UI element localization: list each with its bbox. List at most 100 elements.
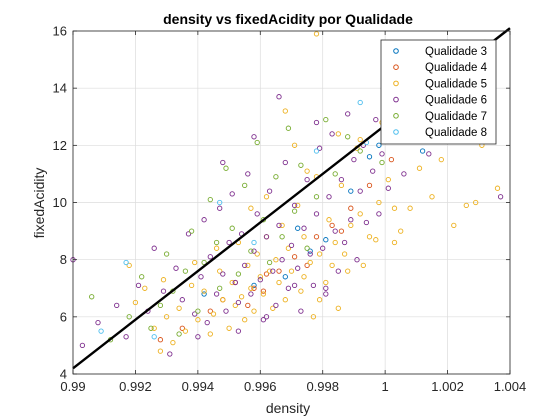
data-point: [363, 219, 370, 226]
data-point: [195, 334, 201, 340]
data-point: [235, 299, 242, 306]
data-point: [179, 297, 185, 303]
data-point: [388, 156, 395, 163]
legend-marker: [393, 129, 399, 135]
data-point: [207, 254, 213, 260]
data-point: [251, 285, 257, 291]
data-point: [279, 257, 285, 263]
data-point: [126, 314, 132, 320]
legend-item[interactable]: Qualidade 5: [393, 78, 487, 90]
data-point: [307, 251, 313, 257]
data-point: [207, 331, 213, 337]
data-point: [323, 237, 329, 243]
data-point: [270, 305, 276, 311]
data-point: [207, 196, 213, 203]
data-point: [323, 279, 329, 286]
data-point: [279, 222, 285, 229]
data-point: [320, 245, 326, 251]
x-axis-label: density: [266, 400, 310, 416]
chart-title: density vs fixedAcidity por Qualidade: [163, 11, 413, 27]
data-point: [251, 282, 257, 289]
data-point: [217, 268, 223, 274]
data-point: [226, 239, 232, 246]
data-point: [251, 134, 257, 140]
data-point: [323, 116, 329, 123]
legend-item[interactable]: Qualidade 8: [393, 127, 487, 139]
data-point: [223, 165, 229, 171]
legend-label: Qualidade 8: [425, 127, 487, 139]
data-point: [126, 262, 132, 269]
data-point: [341, 239, 348, 246]
data-point: [173, 265, 179, 271]
data-point: [329, 222, 335, 229]
y-tick-label: 10: [53, 195, 67, 210]
y-tick-label: 12: [53, 138, 67, 153]
data-point: [326, 194, 332, 200]
data-point: [357, 211, 363, 217]
data-point: [123, 334, 129, 340]
data-point: [373, 237, 379, 243]
data-point: [148, 325, 154, 331]
legend-label: Qualidade 6: [425, 95, 487, 107]
data-point: [366, 154, 373, 160]
y-tick-label: 16: [53, 24, 67, 39]
series-5: [89, 39, 488, 343]
data-point: [248, 291, 254, 297]
data-point: [142, 285, 148, 291]
data-point: [298, 162, 304, 168]
data-point: [192, 259, 198, 266]
data-point: [266, 268, 273, 274]
data-point: [220, 297, 226, 303]
data-point: [338, 228, 345, 234]
data-point: [176, 305, 182, 311]
data-point: [451, 222, 457, 229]
data-point: [213, 291, 220, 297]
data-point: [192, 311, 198, 317]
legend-item[interactable]: Qualidade 6: [393, 95, 487, 107]
data-point: [304, 262, 310, 269]
data-point: [332, 171, 338, 177]
data-point: [254, 211, 260, 217]
data-point: [98, 328, 104, 334]
data-point: [429, 194, 435, 200]
data-point: [298, 308, 304, 314]
data-point: [335, 305, 341, 311]
data-point: [357, 188, 363, 194]
data-point: [419, 148, 426, 154]
legend[interactable]: Qualidade 3 Qualidade 4 Qualidade 5 Qualida…: [380, 39, 497, 145]
data-point: [266, 259, 273, 266]
legend-item[interactable]: Qualidade 4: [393, 62, 488, 74]
data-point: [329, 262, 335, 269]
legend-marker: [393, 113, 399, 119]
data-point: [376, 199, 382, 206]
data-point: [307, 248, 313, 254]
data-point: [245, 262, 251, 269]
legend-marker: [393, 80, 399, 87]
y-axis-label: fixedAcidity: [31, 168, 47, 239]
series-4: [70, 94, 504, 357]
data-point: [301, 234, 307, 240]
data-point: [345, 111, 351, 117]
data-point: [426, 151, 432, 157]
data-point: [251, 308, 257, 314]
data-point: [310, 314, 317, 320]
data-point: [260, 317, 267, 323]
data-point: [232, 302, 238, 309]
legend-label: Qualidade 3: [425, 46, 487, 58]
x-tick-label: 0.994: [182, 379, 215, 394]
data-point: [213, 245, 220, 251]
data-point: [242, 182, 248, 189]
x-tick-label: 1.002: [431, 379, 464, 394]
data-point: [329, 131, 335, 137]
legend-item[interactable]: Qualidade 7: [393, 111, 487, 123]
data-point: [263, 194, 270, 200]
data-point: [316, 251, 323, 257]
legend-item[interactable]: Qualidade 3: [393, 46, 487, 58]
data-point: [248, 248, 254, 254]
data-point: [257, 277, 263, 283]
data-point: [157, 337, 164, 343]
data-point: [335, 268, 341, 274]
legend-marker: [393, 48, 399, 54]
data-point: [301, 225, 307, 231]
data-point: [170, 339, 176, 346]
